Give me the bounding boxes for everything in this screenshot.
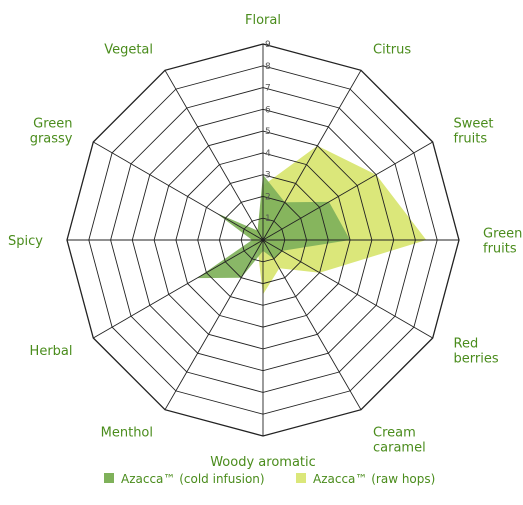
grid-spoke-green-grassy	[93, 141, 264, 241]
axis-label-sweet-fruits: Sweet fruits	[454, 117, 494, 147]
axis-label-line: Red	[454, 337, 479, 352]
axis-label-line: Sweet	[454, 117, 494, 132]
axis-label-vegetal: Vegetal	[104, 43, 153, 58]
axis-label-line: fruits	[454, 132, 488, 147]
tick-label-5: 5	[265, 127, 271, 137]
grid-spoke-vegetal	[164, 70, 264, 241]
legend-label-raw-hops: Azacca™ (raw hops)	[313, 472, 435, 486]
legend-label-cold-infusion: Azacca™ (cold infusion)	[121, 472, 265, 486]
tick-label-6: 6	[265, 105, 271, 115]
axis-label-line: caramel	[373, 441, 426, 456]
axis-label-woody-aromatic: Woody aromatic	[210, 455, 316, 470]
legend-swatch-raw-hops	[296, 473, 306, 483]
axis-label-spicy: Spicy	[8, 234, 43, 249]
series-layer-front	[197, 174, 351, 279]
axis-label-menthol: Menthol	[101, 426, 153, 441]
grid-spoke-red-berries	[262, 239, 433, 339]
legend-swatch-cold-infusion	[104, 473, 114, 483]
series-area-azacca-cold-infusion	[197, 174, 351, 279]
radar-grid	[66, 43, 460, 437]
axis-label-line: Menthol	[101, 426, 153, 441]
grid-spoke-menthol	[164, 239, 264, 410]
axis-label-line: Citrus	[373, 43, 411, 58]
tick-label-9: 9	[265, 40, 271, 50]
axis-label-citrus: Citrus	[373, 43, 411, 58]
axis-label-line: Vegetal	[104, 43, 153, 58]
axis-label-floral: Floral	[245, 13, 281, 28]
axis-label-line: Cream	[373, 426, 416, 441]
axis-label-line: grassy	[30, 132, 73, 147]
tick-label-8: 8	[265, 62, 271, 72]
axis-label-line: Herbal	[30, 344, 73, 359]
grid-spoke-sweet-fruits	[262, 141, 433, 241]
tick-label-4: 4	[265, 149, 271, 159]
tick-label-3: 3	[265, 171, 271, 181]
tick-label-7: 7	[265, 84, 271, 94]
axis-label-line: berries	[454, 352, 499, 367]
axis-label-herbal: Herbal	[30, 344, 73, 359]
axis-label-green-fruits: Green fruits	[483, 227, 522, 257]
grid-spoke-herbal	[93, 239, 264, 339]
axis-label-cream-caramel: Cream caramel	[373, 426, 426, 456]
axis-label-red-berries: Red berries	[454, 337, 499, 367]
axis-label-line: Green	[33, 117, 72, 132]
axis-label-green-grassy: Green grassy	[30, 117, 73, 147]
grid-spoke-cream-caramel	[262, 239, 362, 410]
grid-spoke-citrus	[262, 70, 362, 241]
legend: Azacca™ (cold infusion) Azacca™ (raw hop…	[104, 472, 435, 486]
radial-tick-labels: 1 2 3 4 5 6 7 8 9	[265, 40, 271, 224]
axis-label-line: Floral	[245, 13, 281, 28]
axis-label-line: Spicy	[8, 234, 43, 249]
axis-label-line: Woody aromatic	[210, 455, 316, 470]
axis-label-line: Green	[483, 227, 522, 242]
tick-label-1: 1	[265, 214, 271, 224]
tick-label-2: 2	[265, 192, 271, 202]
axis-label-line: fruits	[483, 242, 517, 257]
